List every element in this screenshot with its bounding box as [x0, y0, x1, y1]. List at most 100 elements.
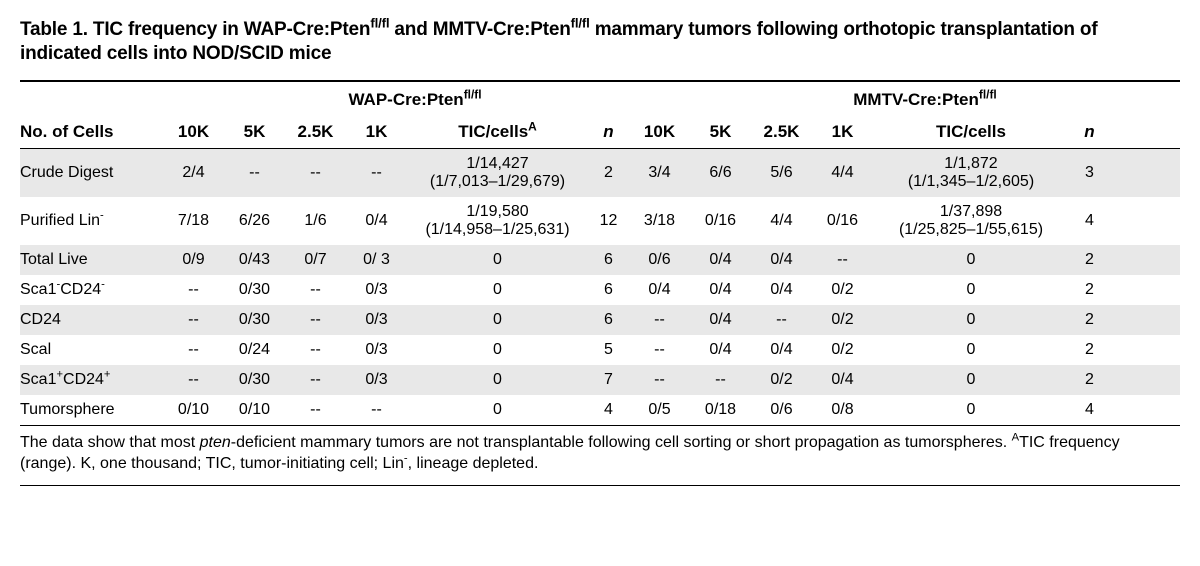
- cell-a-0: 7/18: [166, 212, 221, 230]
- cell-b-3: 0/8: [815, 401, 870, 419]
- cell-b-1: --: [693, 371, 748, 389]
- cell-b-1: 0/4: [693, 311, 748, 329]
- cell-b-2: 4/4: [754, 212, 809, 230]
- cell-a-3: 0/4: [349, 212, 404, 230]
- table-caption: The data show that most pten-deficient m…: [20, 426, 1180, 485]
- cell-b-2: 5/6: [754, 164, 809, 182]
- cell-b-4: 0: [876, 401, 1066, 419]
- col-b-tic: TIC/cells: [876, 122, 1066, 142]
- cell-a-2: --: [288, 401, 343, 419]
- cell-a-0: 0/9: [166, 251, 221, 269]
- table-body: Crude Digest2/4------1/14,427 (1/7,013–1…: [20, 149, 1180, 425]
- table-row: Total Live0/90/430/70/ 3060/60/40/4--02: [20, 245, 1180, 275]
- table-row: Tumorsphere0/100/10----040/50/180/60/804: [20, 395, 1180, 425]
- table-row: Sca1-CD24---0/30--0/3060/40/40/40/202: [20, 275, 1180, 305]
- cell-b-1: 0/16: [693, 212, 748, 230]
- cell-b-3: 0/16: [815, 212, 870, 230]
- row-label: CD24: [20, 311, 160, 329]
- cell-a-2: --: [288, 164, 343, 182]
- cell-b-5: 2: [1072, 251, 1107, 269]
- cell-b-3: 4/4: [815, 164, 870, 182]
- col-a-1k: 1K: [349, 122, 404, 142]
- cell-b-5: 2: [1072, 281, 1107, 299]
- cell-b-0: 3/4: [632, 164, 687, 182]
- cell-b-1: 0/4: [693, 281, 748, 299]
- cell-a-1: --: [227, 164, 282, 182]
- cell-a-2: --: [288, 281, 343, 299]
- cell-a-3: --: [349, 164, 404, 182]
- cell-a-4: 0: [410, 281, 585, 299]
- col-rowhead: No. of Cells: [20, 122, 160, 142]
- cell-b-5: 4: [1072, 212, 1107, 230]
- cell-b-4: 0: [876, 251, 1066, 269]
- cell-a-2: --: [288, 311, 343, 329]
- cell-b-2: 0/6: [754, 401, 809, 419]
- cell-a-1: 0/30: [227, 281, 282, 299]
- cell-a-4: 0: [410, 401, 585, 419]
- cell-b-4: 1/1,872 (1/1,345–1/2,605): [876, 155, 1066, 191]
- table-row: CD24--0/30--0/306--0/4--0/202: [20, 305, 1180, 335]
- row-label: Crude Digest: [20, 164, 160, 182]
- cell-b-1: 0/4: [693, 251, 748, 269]
- cell-b-1: 0/4: [693, 341, 748, 359]
- cell-b-4: 0: [876, 311, 1066, 329]
- cell-b-3: 0/4: [815, 371, 870, 389]
- row-label: Sca1+CD24+: [20, 371, 160, 389]
- cell-b-2: 0/4: [754, 281, 809, 299]
- cell-a-3: 0/ 3: [349, 251, 404, 269]
- cell-b-2: 0/4: [754, 341, 809, 359]
- table-row: Purified Lin-7/186/261/60/41/19,580 (1/1…: [20, 197, 1180, 245]
- column-header-row: No. of Cells 10K 5K 2.5K 1K TIC/cellsA n…: [20, 116, 1180, 148]
- cell-b-5: 2: [1072, 371, 1107, 389]
- table-row: Scal--0/24--0/305--0/40/40/202: [20, 335, 1180, 365]
- col-b-1k: 1K: [815, 122, 870, 142]
- cell-a-5: 2: [591, 164, 626, 182]
- cell-a-5: 12: [591, 212, 626, 230]
- cell-a-2: --: [288, 341, 343, 359]
- col-a-n: n: [591, 122, 626, 142]
- cell-b-1: 0/18: [693, 401, 748, 419]
- cell-b-3: 0/2: [815, 341, 870, 359]
- cell-a-1: 0/10: [227, 401, 282, 419]
- cell-a-5: 4: [591, 401, 626, 419]
- row-label: Tumorsphere: [20, 401, 160, 419]
- cell-b-0: 3/18: [632, 212, 687, 230]
- col-a-2-5k: 2.5K: [288, 122, 343, 142]
- cell-b-5: 2: [1072, 311, 1107, 329]
- cell-a-4: 1/14,427 (1/7,013–1/29,679): [410, 155, 585, 191]
- cell-a-2: --: [288, 371, 343, 389]
- cell-b-0: 0/5: [632, 401, 687, 419]
- group-a-header: WAP-Cre:Ptenfl/fl: [160, 90, 670, 110]
- cell-a-1: 0/43: [227, 251, 282, 269]
- cell-b-4: 1/37,898 (1/25,825–1/55,615): [876, 203, 1066, 239]
- cell-b-0: --: [632, 341, 687, 359]
- row-label: Sca1-CD24-: [20, 281, 160, 299]
- col-b-5k: 5K: [693, 122, 748, 142]
- cell-a-2: 0/7: [288, 251, 343, 269]
- cell-a-5: 6: [591, 251, 626, 269]
- cell-a-0: --: [166, 311, 221, 329]
- cell-a-5: 5: [591, 341, 626, 359]
- row-label: Total Live: [20, 251, 160, 269]
- cell-a-3: 0/3: [349, 371, 404, 389]
- row-label: Purified Lin-: [20, 212, 160, 230]
- cell-a-4: 0: [410, 341, 585, 359]
- cell-a-1: 0/30: [227, 311, 282, 329]
- col-b-2-5k: 2.5K: [754, 122, 809, 142]
- cell-b-5: 2: [1072, 341, 1107, 359]
- table-container: Table 1. TIC frequency in WAP-Cre:Ptenfl…: [20, 18, 1180, 486]
- cell-a-4: 0: [410, 251, 585, 269]
- cell-a-0: --: [166, 371, 221, 389]
- cell-b-0: --: [632, 311, 687, 329]
- cell-b-1: 6/6: [693, 164, 748, 182]
- cell-a-5: 7: [591, 371, 626, 389]
- cell-b-2: --: [754, 311, 809, 329]
- cell-a-3: --: [349, 401, 404, 419]
- cell-b-4: 0: [876, 341, 1066, 359]
- cell-a-1: 6/26: [227, 212, 282, 230]
- cell-a-0: --: [166, 281, 221, 299]
- col-a-5k: 5K: [227, 122, 282, 142]
- cell-b-5: 3: [1072, 164, 1107, 182]
- row-label: Scal: [20, 341, 160, 359]
- cell-a-3: 0/3: [349, 311, 404, 329]
